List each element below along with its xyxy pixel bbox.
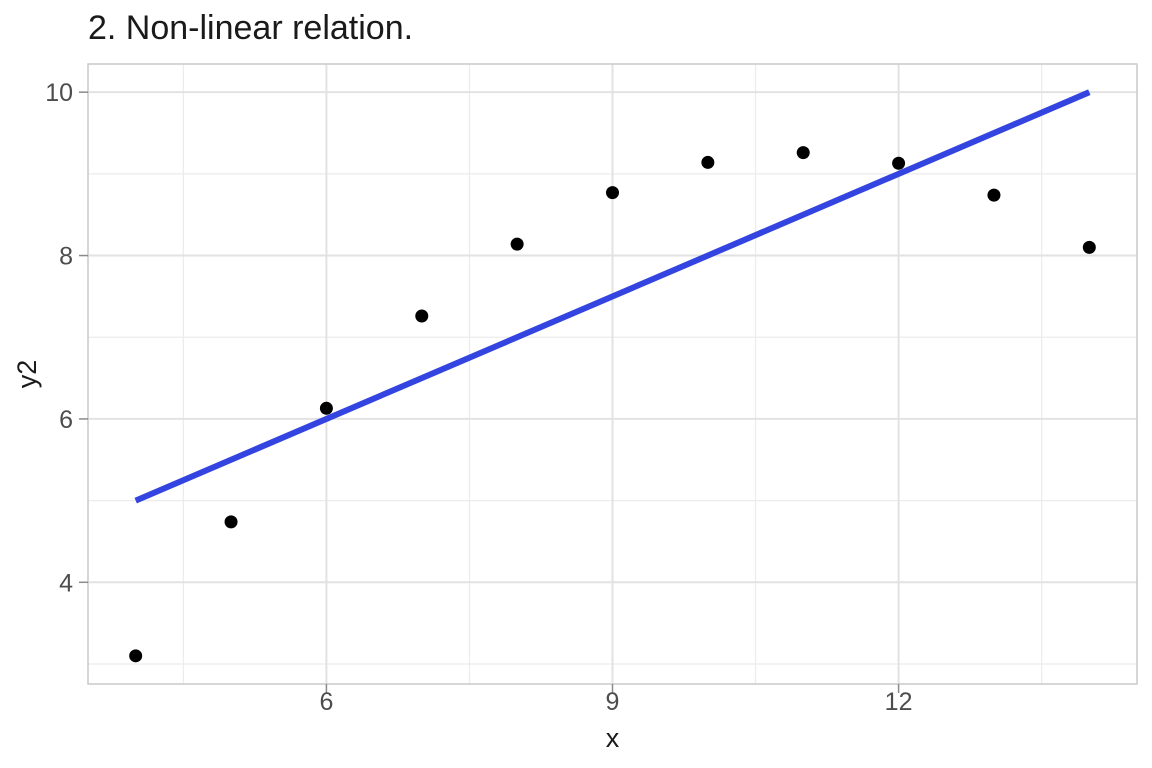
data-point bbox=[415, 309, 429, 323]
data-point bbox=[129, 649, 143, 663]
data-point bbox=[606, 186, 619, 200]
x-axis-label: x bbox=[606, 723, 620, 753]
data-point bbox=[701, 155, 715, 169]
data-point bbox=[892, 156, 906, 170]
x-tick-label: 6 bbox=[319, 688, 333, 716]
x-tick-label: 9 bbox=[606, 688, 620, 716]
y-tick-label: 10 bbox=[45, 79, 73, 107]
chart-title: 2. Non-linear relation. bbox=[88, 9, 414, 47]
data-point bbox=[796, 146, 810, 160]
trend-line bbox=[134, 89, 1091, 504]
data-point bbox=[1082, 240, 1096, 254]
data-point bbox=[319, 401, 333, 415]
data-point bbox=[224, 515, 238, 529]
y-tick-label: 8 bbox=[59, 243, 73, 271]
data-point bbox=[510, 237, 524, 251]
y-axis-label: y2 bbox=[12, 360, 42, 389]
x-tick-label: 12 bbox=[885, 688, 913, 716]
y-tick-label: 6 bbox=[59, 406, 73, 434]
y-tick-label: 4 bbox=[59, 569, 73, 597]
data-point bbox=[987, 188, 1001, 202]
